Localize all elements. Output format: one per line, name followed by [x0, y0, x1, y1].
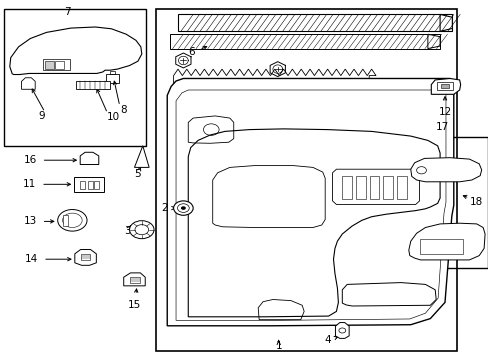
Text: 11: 11: [23, 179, 36, 189]
Polygon shape: [123, 273, 145, 286]
Text: 8: 8: [120, 105, 126, 115]
Bar: [383, 176, 392, 199]
Bar: [81, 254, 90, 260]
Bar: [155, 9, 456, 351]
Bar: [109, 71, 115, 74]
Polygon shape: [80, 152, 99, 165]
Text: 5: 5: [134, 168, 141, 179]
Bar: [405, 137, 487, 268]
Bar: [178, 14, 451, 31]
Bar: [74, 177, 103, 192]
Polygon shape: [167, 78, 453, 326]
Circle shape: [129, 221, 154, 239]
Text: 16: 16: [23, 155, 37, 165]
Circle shape: [58, 210, 87, 231]
Bar: [55, 61, 64, 69]
Text: 10: 10: [106, 112, 120, 122]
Text: 17: 17: [435, 122, 448, 132]
Text: 14: 14: [25, 254, 38, 264]
Polygon shape: [439, 14, 451, 31]
Bar: [94, 181, 99, 189]
Polygon shape: [408, 223, 484, 260]
Text: 7: 7: [63, 6, 70, 17]
Bar: [129, 277, 140, 283]
Text: 18: 18: [468, 197, 482, 207]
Polygon shape: [10, 27, 142, 75]
Bar: [43, 59, 70, 70]
Bar: [396, 176, 406, 199]
Text: 2: 2: [161, 203, 167, 213]
Bar: [170, 34, 439, 49]
Bar: [369, 176, 379, 199]
Polygon shape: [430, 78, 460, 94]
Circle shape: [173, 201, 193, 215]
Text: 12: 12: [437, 107, 451, 117]
Text: 4: 4: [324, 335, 331, 345]
Bar: [105, 74, 119, 83]
Bar: [76, 81, 109, 89]
Text: 3: 3: [123, 226, 130, 236]
Text: 15: 15: [127, 300, 141, 310]
Bar: [62, 215, 68, 226]
Text: 6: 6: [187, 47, 194, 57]
Polygon shape: [335, 323, 348, 338]
Bar: [80, 181, 85, 189]
Bar: [45, 61, 54, 69]
Bar: [4, 9, 145, 146]
Bar: [342, 176, 351, 199]
Polygon shape: [410, 158, 481, 182]
Bar: [355, 176, 365, 199]
Bar: [440, 84, 448, 88]
Text: 9: 9: [38, 111, 45, 121]
Polygon shape: [75, 249, 96, 265]
Polygon shape: [427, 34, 439, 49]
Bar: [88, 181, 93, 189]
Text: 13: 13: [23, 216, 37, 226]
Text: 1: 1: [275, 341, 282, 351]
Circle shape: [181, 206, 185, 210]
Bar: [419, 239, 462, 254]
Polygon shape: [134, 146, 149, 167]
Bar: [436, 82, 452, 90]
